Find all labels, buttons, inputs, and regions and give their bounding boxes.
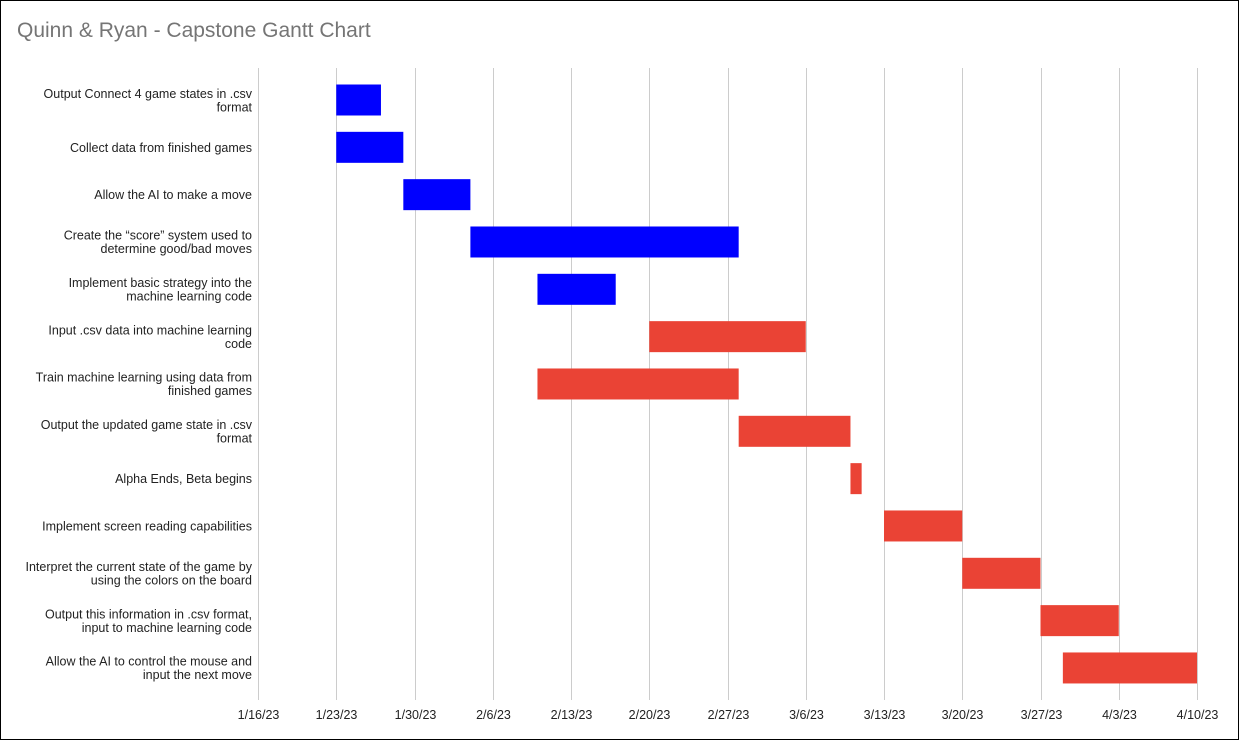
task-label: Alpha Ends, Beta begins [115, 472, 252, 486]
task-label: Output the updated game state in .csv [41, 418, 253, 432]
x-tick-label: 1/23/23 [316, 708, 358, 722]
x-tick-label: 4/3/23 [1102, 708, 1137, 722]
task-bar[interactable] [336, 84, 381, 116]
x-tick-label: 2/27/23 [708, 708, 750, 722]
task-labels: Output Connect 4 game states in .csvform… [25, 87, 252, 682]
task-bar[interactable] [403, 179, 471, 211]
task-bars [336, 84, 1197, 684]
x-tick-label: 2/13/23 [551, 708, 593, 722]
task-bar[interactable] [1062, 652, 1197, 684]
x-tick-label: 4/10/23 [1177, 708, 1219, 722]
task-label: Implement basic strategy into the [69, 276, 252, 290]
task-label: finished games [168, 384, 252, 398]
task-label: Implement screen reading capabilities [42, 519, 252, 533]
task-label: Output this information in .csv format, [45, 607, 252, 621]
task-bar[interactable] [649, 321, 806, 353]
task-label: Collect data from finished games [70, 141, 252, 155]
x-tick-label: 3/20/23 [942, 708, 984, 722]
task-bar[interactable] [336, 131, 404, 163]
task-label: input to machine learning code [82, 621, 252, 635]
task-label: format [217, 100, 253, 114]
task-label: Interpret the current state of the game … [25, 560, 252, 574]
task-bar[interactable] [884, 510, 963, 542]
task-label: Input .csv data into machine learning [48, 323, 252, 337]
x-tick-label: 3/6/23 [789, 708, 824, 722]
task-label: code [225, 337, 252, 351]
task-bar[interactable] [962, 557, 1041, 589]
task-label: determine good/bad moves [101, 242, 252, 256]
x-tick-label: 3/13/23 [864, 708, 906, 722]
task-label: input the next move [143, 668, 252, 682]
task-label: Create the “score” system used to [64, 229, 252, 243]
task-bar[interactable] [1040, 605, 1119, 637]
task-label: format [217, 432, 253, 446]
x-tick-label: 1/16/23 [238, 708, 280, 722]
task-bar[interactable] [738, 415, 851, 447]
task-label: machine learning code [126, 290, 252, 304]
task-label: using the colors on the board [91, 574, 252, 588]
x-tick-label: 1/30/23 [395, 708, 437, 722]
task-bar[interactable] [470, 226, 739, 258]
task-label: Train machine learning using data from [36, 371, 252, 385]
x-tick-label: 2/20/23 [629, 708, 671, 722]
chart-title: Quinn & Ryan - Capstone Gantt Chart [17, 19, 371, 42]
task-bar[interactable] [537, 273, 616, 305]
task-label: Allow the AI to make a move [94, 188, 252, 202]
x-tick-label: 2/6/23 [476, 708, 511, 722]
task-label: Output Connect 4 game states in .csv [44, 87, 253, 101]
x-axis-ticks: 1/16/23 1/23/23 1/30/23 2/6/23 2/13/23 2/20/2… [238, 708, 1219, 722]
task-bar[interactable] [850, 463, 862, 495]
x-tick-label: 3/27/23 [1021, 708, 1063, 722]
task-bar[interactable] [537, 368, 739, 400]
task-label: Allow the AI to control the mouse and [46, 655, 252, 669]
